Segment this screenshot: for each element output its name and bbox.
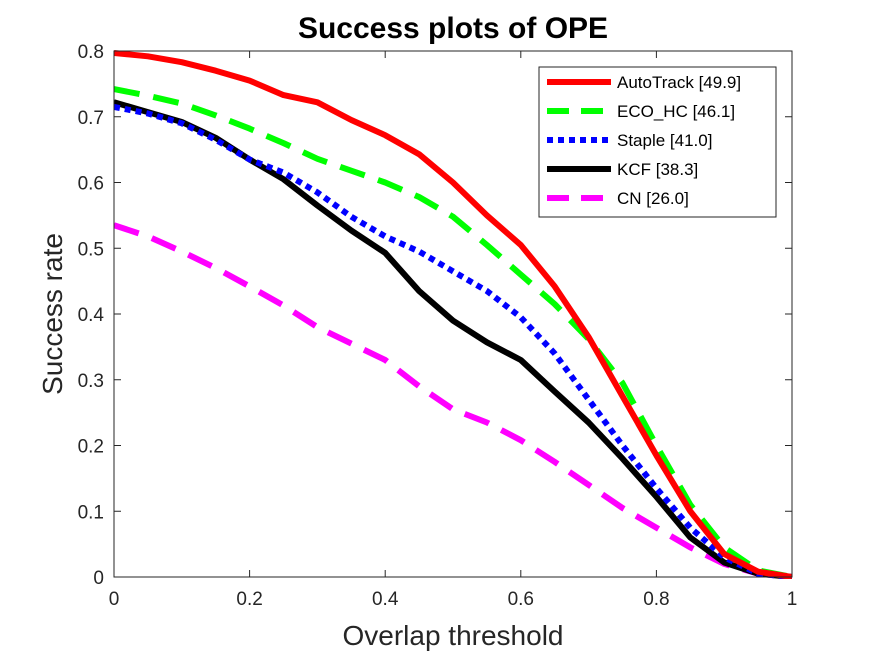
y-tick-label: 0.4 — [78, 305, 105, 326]
y-tick-label: 0.6 — [78, 174, 104, 195]
legend-box — [538, 66, 777, 218]
axes-layer: 0 0.2 0.4 0.6 0.8 1 0 0.1 0.2 0.3 0.4 0.5 0.6 0.7 0.8 — [78, 42, 798, 610]
legend-label: AutoTrack [49.9] — [617, 73, 741, 92]
series-line-1 — [114, 86, 793, 579]
x-tick-label: 0.2 — [236, 589, 262, 610]
x-tick-label: 0 — [109, 589, 120, 610]
legend-label: KCF [38.3] — [617, 160, 698, 179]
y-axis-label: Success rate — [37, 233, 68, 395]
x-axis-label: Overlap threshold — [342, 620, 563, 651]
chart-title: Success plots of OPE — [298, 12, 608, 45]
y-tick-label: 0.5 — [78, 239, 104, 260]
y-tick-label: 0.1 — [78, 502, 104, 523]
series-line-4 — [114, 222, 793, 579]
legend: AutoTrack [49.9] ECO_HC [46.1] Staple [41.… — [538, 66, 777, 218]
y-tick-label: 0 — [93, 568, 104, 589]
series-line-2 — [114, 103, 793, 579]
series-line-0 — [114, 50, 793, 579]
legend-label: Staple [41.0] — [617, 131, 712, 150]
y-tick-label: 0.2 — [78, 437, 104, 458]
y-tick-label: 0.7 — [78, 108, 104, 129]
series-layer — [114, 50, 793, 579]
x-tick-label: 0.4 — [372, 589, 399, 610]
y-tick-label: 0.3 — [78, 371, 104, 392]
y-tick-label: 0.8 — [78, 42, 104, 63]
x-tick-label: 0.6 — [508, 589, 534, 610]
legend-label: CN [26.0] — [617, 189, 689, 208]
x-tick-label: 1 — [787, 589, 798, 610]
legend-label: ECO_HC [46.1] — [617, 102, 735, 121]
series-line-3 — [114, 99, 793, 579]
x-tick-label: 0.8 — [643, 589, 669, 610]
